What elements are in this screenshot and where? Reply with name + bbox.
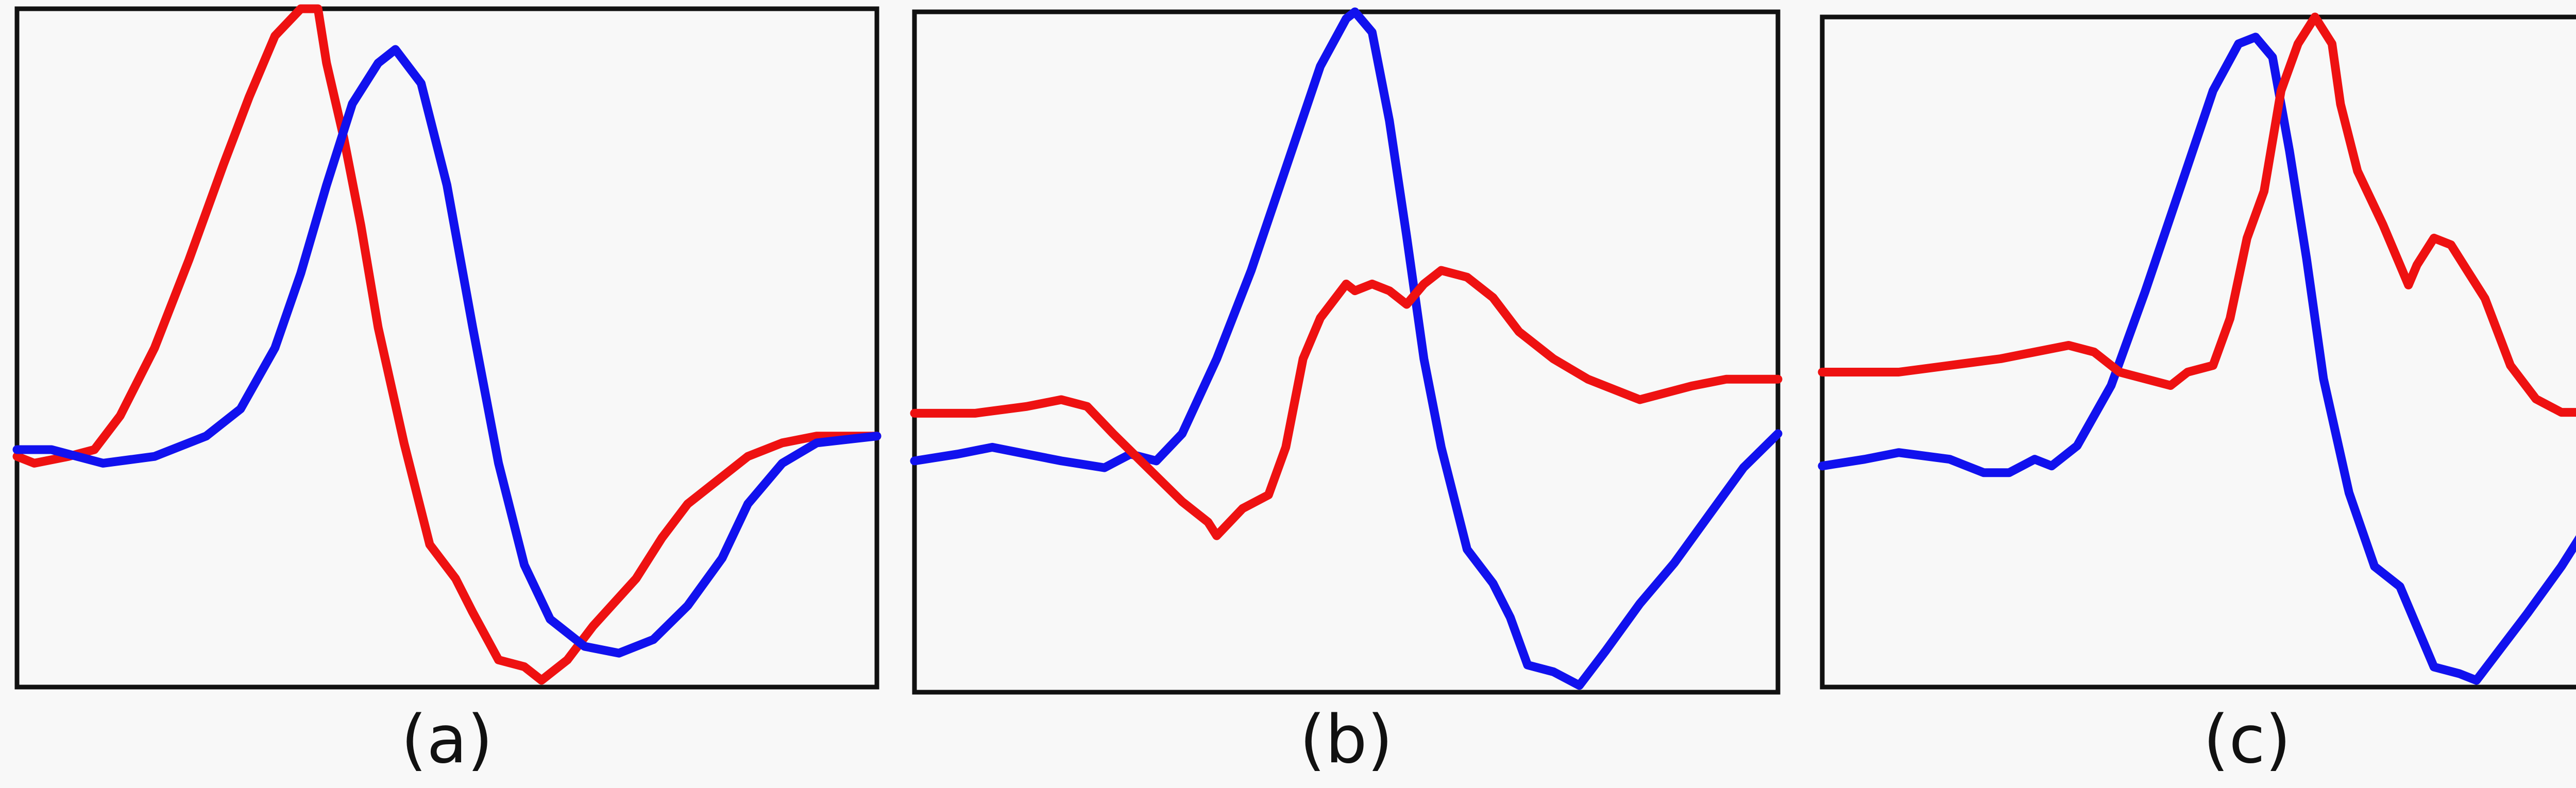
line-series: [12, 4, 882, 685]
plot-frame: [14, 6, 879, 690]
panel-label: (c): [2203, 701, 2291, 778]
panel-label: (b): [1299, 701, 1393, 778]
plot-frame: [912, 9, 1781, 695]
plot-frame: [1820, 14, 2576, 690]
line-series: [910, 266, 1783, 540]
line-series: [910, 7, 1783, 690]
line-series: [12, 45, 882, 658]
line-series: [1818, 12, 2576, 417]
panel-label: (a): [401, 701, 493, 778]
